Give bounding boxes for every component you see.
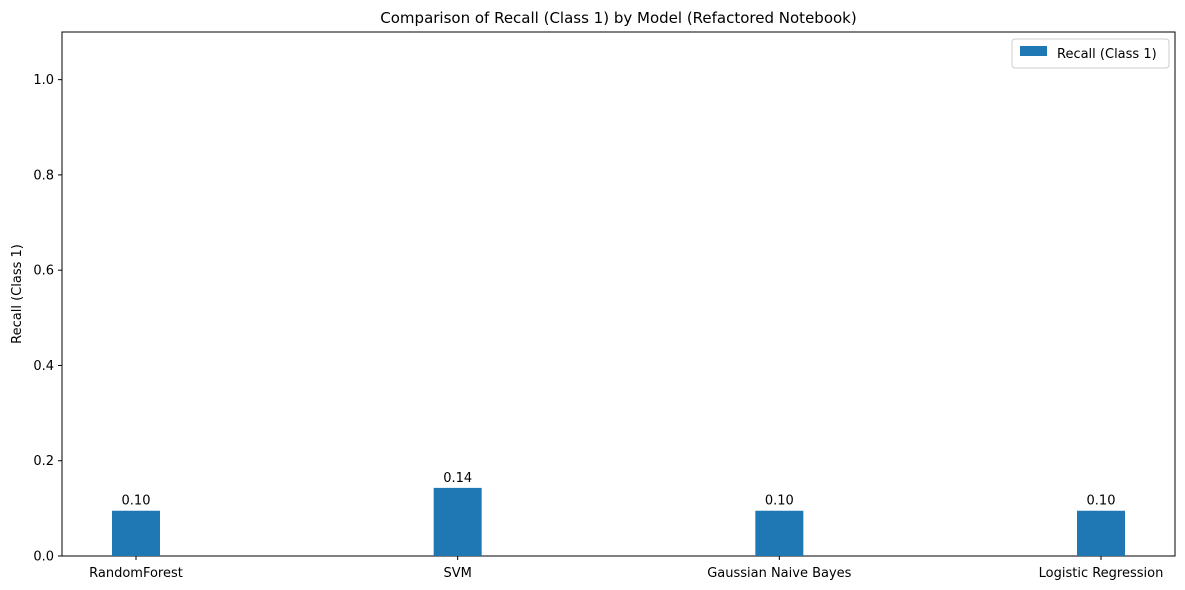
legend-label: Recall (Class 1)	[1057, 47, 1157, 62]
bar-value-label: 0.10	[1087, 494, 1116, 509]
x-tick-label: RandomForest	[89, 566, 183, 581]
data-labels: 0.10 0.14 0.10 0.10	[122, 471, 1116, 509]
x-tick-label: SVM	[443, 566, 471, 581]
x-tick-label: Logistic Regression	[1039, 566, 1164, 581]
plot-area-frame	[61, 31, 1176, 557]
y-tick-label: 0.0	[33, 550, 54, 565]
bar-value-label: 0.10	[765, 494, 794, 509]
x-axis: RandomForest SVM Gaussian Naive Bayes Logis…	[89, 556, 1163, 581]
bar-value-label: 0.14	[443, 471, 472, 486]
legend: Recall (Class 1)	[1011, 38, 1170, 69]
x-tick-label: Gaussian Naive Bayes	[707, 566, 851, 581]
bar	[1077, 510, 1125, 556]
y-tick-label: 0.6	[33, 264, 54, 279]
legend-swatch	[1020, 46, 1047, 56]
bar	[433, 487, 482, 556]
bar-series	[112, 487, 1125, 556]
chart-title: Comparison of Recall (Class 1) by Model …	[380, 9, 856, 27]
y-tick-label: 0.2	[33, 454, 54, 469]
bar	[755, 510, 804, 556]
bar-value-label: 0.10	[122, 494, 151, 509]
y-axis: 0.0 0.2 0.4 0.6 0.8 1.0	[33, 73, 62, 565]
y-tick-label: 0.8	[33, 168, 54, 183]
legend-box	[1011, 38, 1170, 69]
y-tick-label: 0.4	[33, 359, 54, 374]
y-tick-label: 1.0	[33, 73, 54, 88]
bar	[112, 510, 160, 556]
y-axis-label: Recall (Class 1)	[10, 244, 25, 344]
